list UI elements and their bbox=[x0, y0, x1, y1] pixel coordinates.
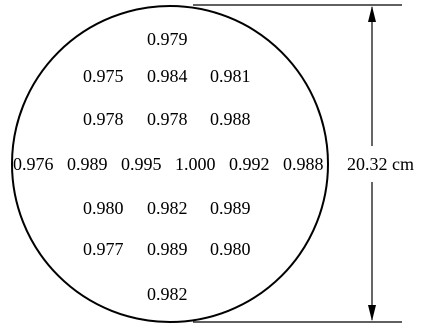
value-r2-c2: 0.988 bbox=[210, 109, 251, 129]
value-r4-c0: 0.980 bbox=[83, 198, 124, 218]
value-r3-c0: 0.976 bbox=[13, 154, 54, 174]
measurement-grid: 0.979 0.975 0.984 0.981 0.978 0.978 0.98… bbox=[13, 29, 324, 304]
value-r5-c0: 0.977 bbox=[83, 239, 124, 259]
value-r3-c1: 0.989 bbox=[67, 154, 108, 174]
dimension-arrow-up-icon bbox=[368, 6, 376, 22]
value-r3-c2: 0.995 bbox=[121, 154, 162, 174]
value-r3-c4: 0.992 bbox=[229, 154, 270, 174]
value-r3-c3: 1.000 bbox=[175, 154, 216, 174]
value-r2-c0: 0.978 bbox=[83, 109, 124, 129]
value-r4-c2: 0.989 bbox=[210, 198, 251, 218]
value-r1-c1: 0.984 bbox=[147, 66, 188, 86]
value-r3-c5: 0.988 bbox=[283, 154, 324, 174]
value-r1-c2: 0.981 bbox=[210, 66, 251, 86]
dimension-label: 20.32 cm bbox=[347, 154, 414, 174]
value-r5-c1: 0.989 bbox=[147, 239, 188, 259]
value-r1-c0: 0.975 bbox=[83, 66, 124, 86]
value-r2-c1: 0.978 bbox=[147, 109, 188, 129]
value-r6-c0: 0.982 bbox=[147, 284, 188, 304]
value-r4-c1: 0.982 bbox=[147, 198, 188, 218]
value-r0-c0: 0.979 bbox=[147, 29, 188, 49]
wafer-circle bbox=[11, 5, 329, 323]
value-r5-c2: 0.980 bbox=[210, 239, 251, 259]
dimension-arrow-down-icon bbox=[368, 305, 376, 321]
